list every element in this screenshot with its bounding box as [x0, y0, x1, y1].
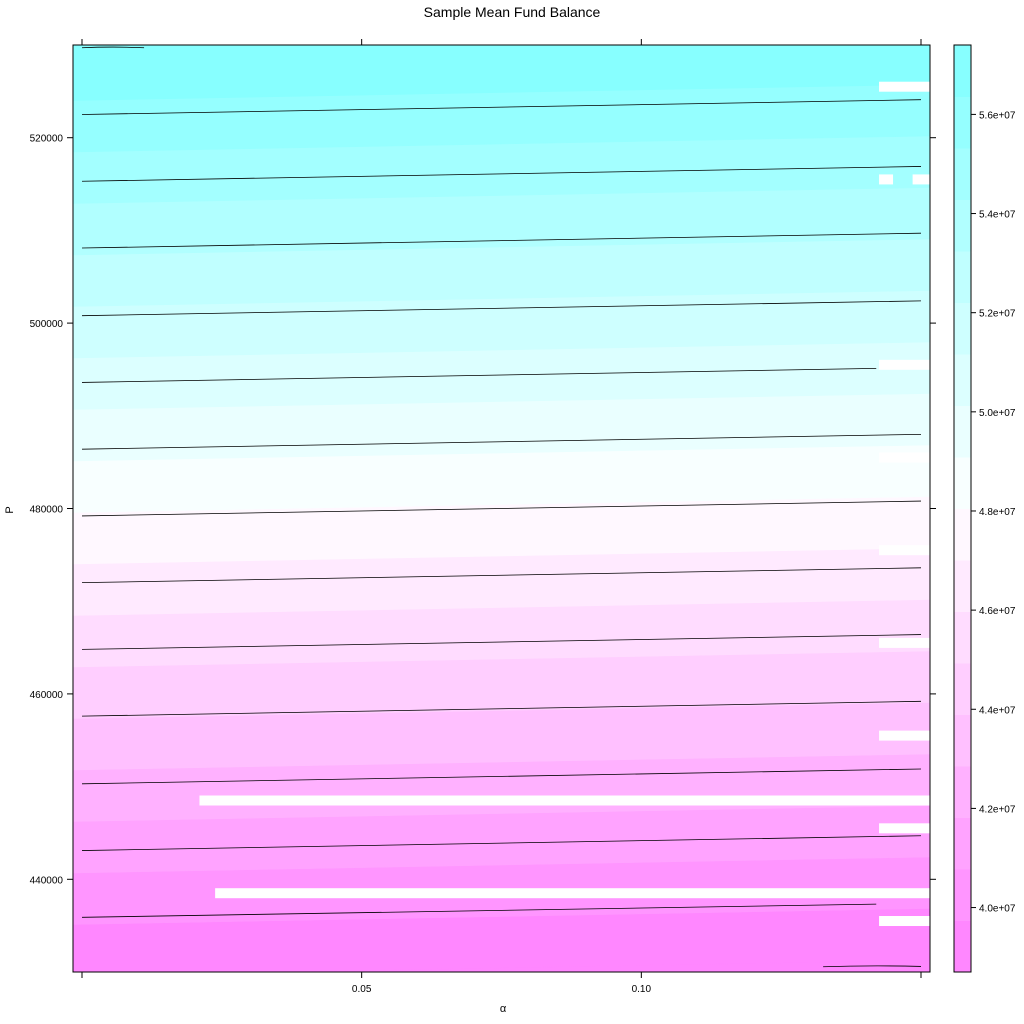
colorbar-level — [954, 817, 971, 870]
missing-strip — [215, 888, 930, 899]
missing-strip — [879, 916, 930, 927]
x-tick-label: 0.10 — [632, 984, 652, 995]
colorbar-level — [954, 354, 971, 406]
colorbar-level — [954, 560, 971, 612]
y-tick-label: 480000 — [30, 505, 64, 516]
contour-line — [81, 46, 145, 49]
plot-color-bands — [73, 45, 930, 972]
contour-line — [823, 965, 922, 968]
colorbar-level — [954, 96, 971, 149]
missing-strip — [879, 359, 930, 370]
colorbar-level — [954, 920, 971, 973]
x-axis-label: α — [500, 1003, 507, 1015]
missing-data-strips — [199, 81, 930, 927]
colorbar-level — [954, 405, 971, 458]
y-axis-label: P — [4, 506, 16, 513]
missing-strip — [879, 823, 930, 834]
y-tick-label: 500000 — [30, 319, 64, 330]
y-tick-label: 460000 — [30, 690, 64, 701]
colorbar-tick-label: 5.2e+07 — [979, 309, 1016, 320]
colorbar-level — [954, 457, 971, 509]
colorbar-level — [954, 251, 971, 303]
missing-strip — [879, 545, 930, 556]
missing-strip — [879, 452, 930, 463]
colorbar-tick-label: 4.6e+07 — [979, 606, 1016, 617]
missing-strip — [879, 730, 930, 741]
y-tick-label: 440000 — [30, 875, 64, 886]
missing-strip — [912, 174, 930, 185]
colorbar-level — [954, 199, 971, 252]
missing-strip — [879, 81, 930, 92]
y-tick-label: 520000 — [30, 134, 64, 145]
colorbar-level — [954, 714, 971, 767]
colorbar-tick-label: 4.8e+07 — [979, 507, 1016, 518]
missing-strip — [879, 174, 894, 185]
color-band — [73, 45, 930, 101]
x-tick-label: 0.05 — [352, 984, 372, 995]
colorbar-axis: 4.0e+07 4.2e+07 4.4e+07 4.6e+07 4.8e+07 5.0e+… — [971, 110, 1016, 915]
colorbar — [954, 45, 971, 973]
colorbar-tick-label: 5.6e+07 — [979, 110, 1016, 121]
colorbar-level — [954, 302, 971, 355]
colorbar-level — [954, 766, 971, 818]
y-axis: 440000 460000 480000 500000 520000 — [30, 134, 936, 886]
colorbar-frame — [953, 44, 972, 973]
colorbar-tick-label: 5.0e+07 — [979, 408, 1016, 419]
colorbar-tick-label: 5.4e+07 — [979, 210, 1016, 221]
colorbar-level — [954, 611, 971, 664]
colorbar-tick-label: 4.0e+07 — [979, 904, 1016, 915]
colorbar-level — [954, 45, 971, 97]
colorbar-level — [954, 508, 971, 561]
colorbar-level — [954, 148, 971, 200]
colorbar-level — [954, 663, 971, 715]
missing-strip — [879, 637, 930, 648]
chart-title: Sample Mean Fund Balance — [424, 4, 601, 20]
colorbar-level — [954, 869, 971, 921]
colorbar-tick-label: 4.2e+07 — [979, 804, 1016, 815]
missing-strip — [199, 795, 930, 806]
x-axis: 0.05 0.10 — [81, 39, 922, 995]
colorbar-tick-label: 4.4e+07 — [979, 705, 1016, 716]
